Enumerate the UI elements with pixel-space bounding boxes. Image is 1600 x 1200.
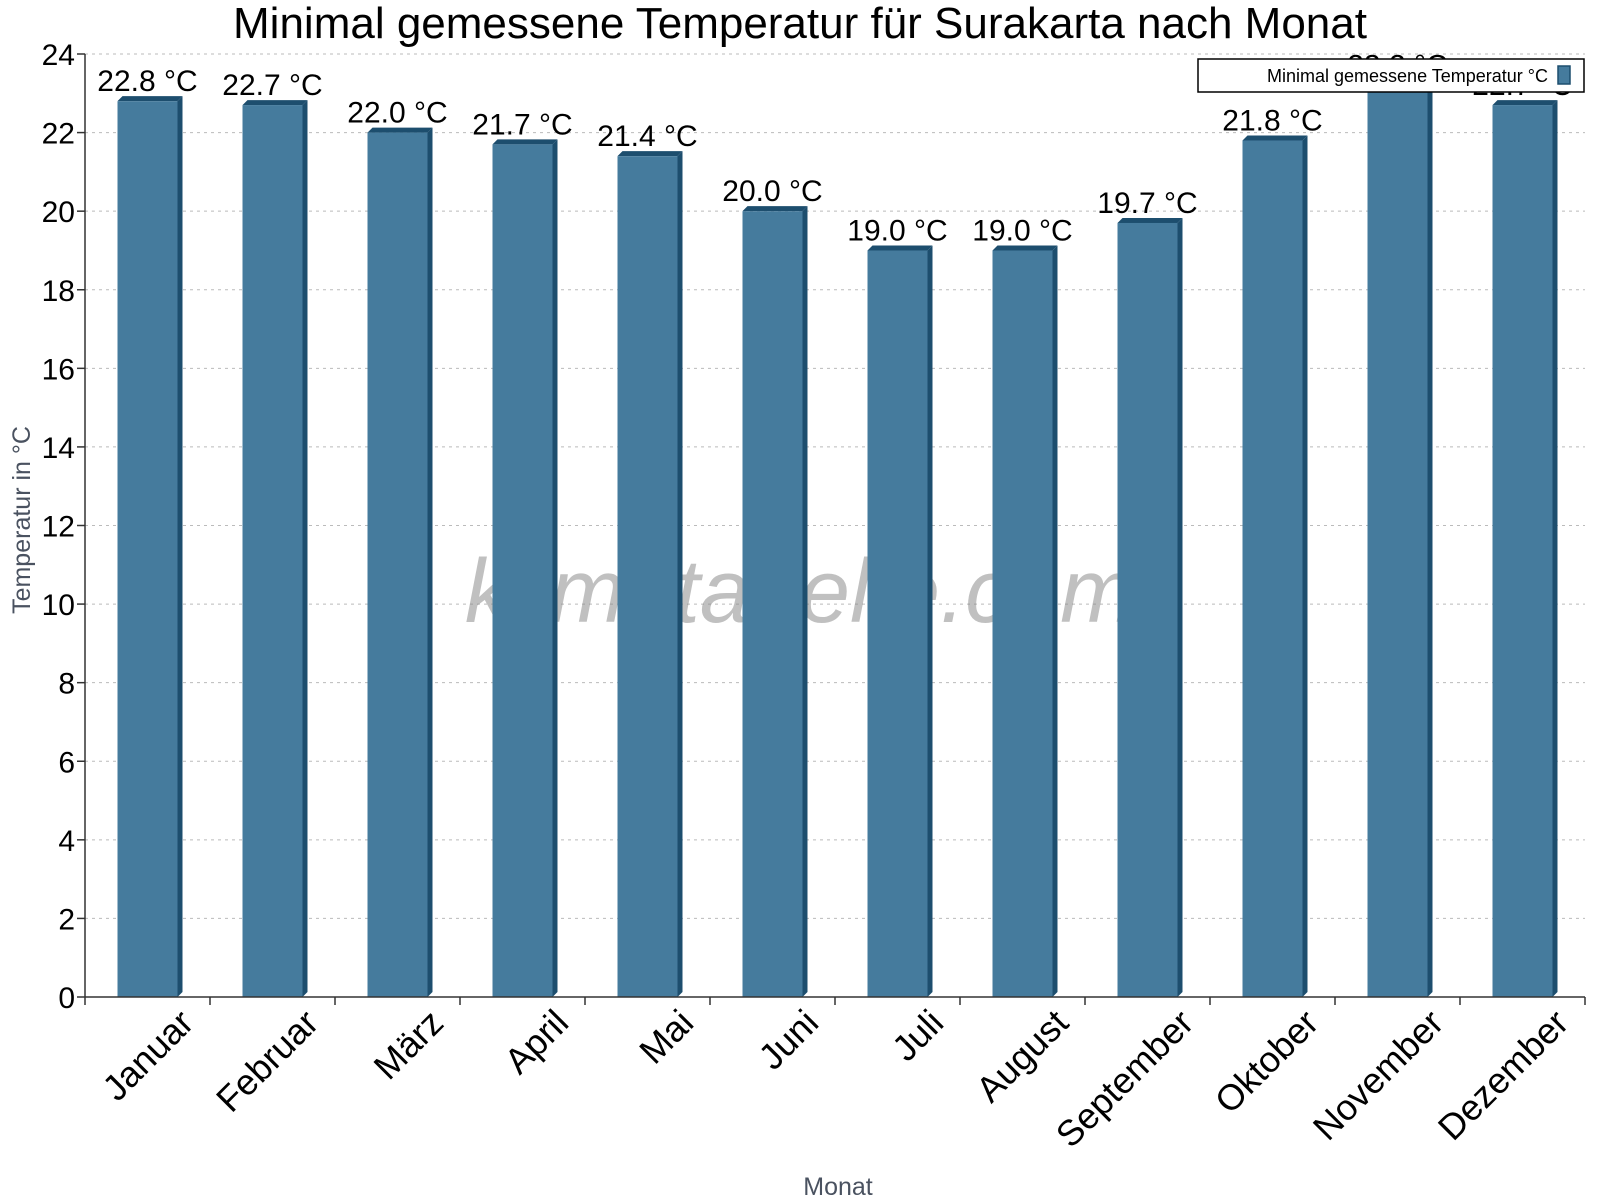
- data-labels: 22.8 °C 22.7 °C 22.0 °C 21.7 °C 21.4 °C 20.0 …: [97, 49, 1572, 247]
- bar-side: [1552, 100, 1558, 998]
- bar-top: [867, 245, 933, 251]
- legend-box: [1197, 58, 1585, 93]
- x-axis-title: Monat: [803, 1173, 873, 1200]
- y-tick-label: 10: [42, 589, 75, 622]
- data-label: 19.7 °C: [1097, 187, 1197, 220]
- bar-top: [1242, 135, 1308, 141]
- bars: [117, 80, 1558, 998]
- bar-top: [1117, 217, 1183, 223]
- chart-title: Minimal gemessene Temperatur für Surakar…: [233, 0, 1367, 48]
- bar: [992, 250, 1053, 998]
- data-label: 19.0 °C: [972, 214, 1072, 247]
- bar: [117, 101, 178, 997]
- bar: [242, 105, 303, 998]
- bar-side: [427, 127, 433, 998]
- bar-side: [1427, 80, 1433, 997]
- bar-top: [242, 100, 308, 106]
- bar-top: [617, 151, 683, 157]
- bar-top: [367, 127, 433, 133]
- x-tick-label: April: [496, 1002, 576, 1082]
- x-tick-label: September: [1048, 1002, 1202, 1156]
- x-tick-label: Mai: [631, 1002, 701, 1072]
- x-tick-label: Juni: [750, 1002, 826, 1078]
- data-label: 20.0 °C: [722, 175, 822, 208]
- y-tick-label: 8: [58, 668, 75, 701]
- bar-side: [552, 139, 558, 997]
- y-tick-label: 24: [42, 39, 75, 72]
- bar-side: [302, 100, 308, 998]
- data-label: 21.7 °C: [472, 108, 572, 141]
- bar: [867, 250, 928, 998]
- x-tick-label: August: [968, 1002, 1076, 1110]
- legend-swatch: [1557, 65, 1571, 85]
- bar: [1117, 222, 1178, 997]
- bar: [367, 132, 428, 998]
- legend: Minimal gemessene Temperatur °C: [1197, 58, 1585, 93]
- y-axis-title: Temperatur in °C: [8, 426, 36, 614]
- grid-lines: [85, 53, 1585, 919]
- data-label: 21.8 °C: [1222, 104, 1322, 137]
- bar: [492, 144, 553, 997]
- x-tick-label: Februar: [208, 1002, 326, 1120]
- y-tick-label: 12: [42, 511, 75, 544]
- x-tick-label: Juli: [884, 1002, 951, 1069]
- data-label: 19.0 °C: [847, 214, 947, 247]
- bar-top: [1492, 100, 1558, 106]
- bar: [1492, 105, 1553, 998]
- bar: [1242, 140, 1303, 998]
- bar-side: [677, 151, 683, 998]
- y-tick-label: 4: [58, 825, 75, 858]
- bar-top: [992, 245, 1058, 251]
- y-tick-label: 18: [42, 275, 75, 308]
- x-tick-label: Oktober: [1207, 1002, 1327, 1122]
- x-tick-label: März: [366, 1002, 452, 1088]
- y-tick-label: 2: [58, 903, 75, 936]
- y-tick-label: 20: [42, 196, 75, 229]
- x-tick-label: November: [1305, 1002, 1451, 1148]
- bar-side: [1302, 135, 1308, 998]
- bar-side: [802, 206, 808, 997]
- legend-label: Minimal gemessene Temperatur °C: [1267, 66, 1548, 86]
- bar: [617, 156, 678, 998]
- bar-side: [1177, 217, 1183, 997]
- y-tick-label: 6: [58, 746, 75, 779]
- y-tick-label: 16: [42, 353, 75, 386]
- data-label: 22.8 °C: [97, 65, 197, 98]
- y-tick-label: 22: [42, 118, 75, 151]
- bar-top: [742, 206, 808, 212]
- bar: [1367, 85, 1428, 997]
- bar-side: [927, 245, 933, 998]
- data-label: 21.4 °C: [597, 120, 697, 153]
- bar-side: [177, 96, 183, 997]
- y-tick-label: 0: [58, 982, 75, 1015]
- bar: [742, 211, 803, 997]
- bar-top: [117, 96, 183, 102]
- bar-side: [1052, 245, 1058, 998]
- x-tick-label: Januar: [94, 1002, 201, 1109]
- bar-top: [492, 139, 558, 145]
- x-tick-label: Dezember: [1430, 1002, 1576, 1148]
- data-label: 22.0 °C: [347, 97, 447, 130]
- data-label: 22.7 °C: [222, 69, 322, 102]
- y-tick-label: 14: [42, 432, 75, 465]
